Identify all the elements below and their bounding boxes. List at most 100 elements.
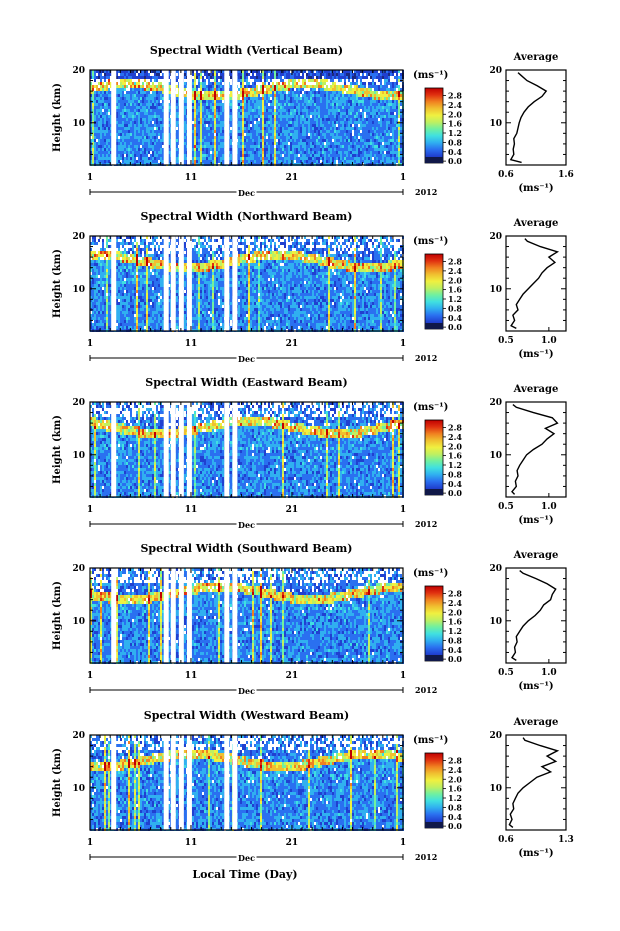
panel-title: Spectral Width (Southward Beam) — [140, 542, 352, 555]
average-title: Average — [513, 52, 559, 63]
y-axis-label: Height (km) — [52, 249, 63, 318]
colorbar-tick-label: 2.0 — [448, 109, 462, 119]
avg-x-tick-label: 0.6 — [498, 170, 514, 180]
data-gap — [232, 568, 238, 663]
avg-y-tick-label: 20 — [489, 564, 502, 574]
data-gap — [111, 735, 117, 830]
plot-frame — [89, 235, 404, 332]
avg-x-axis-label: (ms⁻¹) — [518, 681, 553, 692]
plot-frame — [89, 567, 404, 664]
average-frame — [505, 235, 567, 332]
avg-x-axis-label: (ms⁻¹) — [518, 183, 553, 194]
colorbar-tick-label: 0.4 — [448, 812, 462, 822]
x-tick-label: 11 — [185, 173, 198, 183]
data-gap — [232, 70, 238, 165]
data-gap — [232, 735, 238, 830]
avg-y-tick-label: 10 — [489, 451, 502, 461]
colorbar-tick-label: 0.8 — [448, 802, 462, 812]
data-gap — [186, 70, 192, 165]
colorbar-tick-label: 0.4 — [448, 479, 462, 489]
data-gap — [178, 568, 184, 663]
heatmap — [90, 735, 404, 831]
x-tick-label: 1 — [400, 838, 406, 848]
average-profile-line — [510, 238, 560, 330]
y-tick-label: 10 — [72, 119, 85, 129]
y-tick-label: 10 — [72, 285, 85, 295]
colorbar-tick-label: 1.2 — [448, 294, 462, 304]
data-gap — [111, 70, 117, 165]
y-axis-label: Height (km) — [52, 83, 63, 152]
x-tick-label: 11 — [185, 505, 198, 515]
colorbar-tick-label: 1.6 — [448, 119, 462, 129]
year-label: 2012 — [415, 353, 437, 363]
year-label: 2012 — [415, 519, 437, 529]
avg-y-tick-label: 10 — [489, 617, 502, 627]
average-profile-line — [511, 404, 559, 495]
x-tick-label: 1 — [400, 339, 406, 349]
heatmap — [90, 236, 404, 332]
avg-x-tick-label: 1.6 — [558, 170, 574, 180]
average-frame — [505, 734, 567, 831]
x-tick-label: 1 — [87, 671, 93, 681]
x-tick-label: 21 — [286, 838, 299, 848]
data-gap — [224, 70, 230, 165]
y-tick-label: 20 — [72, 398, 85, 408]
average-title: Average — [513, 550, 559, 561]
heatmap — [90, 70, 404, 166]
month-label-bg — [236, 852, 257, 862]
colorbar-tick-label: 2.0 — [448, 441, 462, 451]
colorbar-tick-label: 2.0 — [448, 774, 462, 784]
data-gap — [170, 568, 176, 663]
x-tick-label: 1 — [87, 505, 93, 515]
colorbar — [424, 87, 444, 164]
month-label-bg — [236, 519, 257, 529]
panel-1: Spectral Width (Vertical Beam) 10 20 Height… — [52, 44, 574, 198]
avg-y-tick-label: 20 — [489, 731, 502, 741]
colorbar-tick-label: 2.0 — [448, 607, 462, 617]
colorbar-units: (ms⁻¹) — [413, 70, 448, 81]
month-label-bg — [236, 353, 257, 363]
colorbar-tick-label: 1.2 — [448, 793, 462, 803]
x-tick-label: 1 — [400, 505, 406, 515]
colorbar-tick-label: 0.8 — [448, 635, 462, 645]
panel-5: Spectral Width (Westward Beam) 10 20 Height… — [52, 709, 574, 863]
year-label: 2012 — [415, 685, 437, 695]
data-gap — [170, 70, 176, 165]
data-gap — [224, 735, 230, 830]
data-gap — [178, 236, 184, 331]
data-gap — [224, 402, 230, 497]
x-axis-label: Local Time (Day) — [192, 868, 297, 881]
avg-y-tick-label: 10 — [489, 784, 502, 794]
y-tick-label: 20 — [72, 232, 85, 242]
avg-y-tick-label: 20 — [489, 398, 502, 408]
avg-x-tick-label: 0.5 — [498, 336, 514, 346]
data-gap — [178, 70, 184, 165]
average-title: Average — [513, 717, 559, 728]
average-profile-line — [508, 737, 560, 828]
data-gap — [186, 735, 192, 830]
x-tick-label: 21 — [286, 339, 299, 349]
average-profile-line — [509, 72, 548, 164]
colorbar-units: (ms⁻¹) — [413, 735, 448, 746]
average-profile-line — [511, 570, 557, 661]
colorbar-low-band — [425, 157, 443, 163]
heatmap — [90, 568, 404, 664]
y-axis-label: Height (km) — [52, 415, 63, 484]
avg-x-axis-label: (ms⁻¹) — [518, 848, 553, 859]
colorbar-tick-label: 2.8 — [448, 257, 462, 267]
y-tick-label: 20 — [72, 564, 85, 574]
colorbar-tick-label: 2.0 — [448, 275, 462, 285]
y-tick-label: 20 — [72, 731, 85, 741]
month-label: Dec — [238, 520, 255, 530]
colorbar — [424, 752, 444, 829]
panel-title: Spectral Width (Eastward Beam) — [145, 376, 347, 389]
colorbar-tick-label: 0.4 — [448, 313, 462, 323]
data-gap — [224, 568, 230, 663]
avg-y-tick-label: 20 — [489, 66, 502, 76]
colorbar-tick-label: 2.4 — [448, 100, 462, 110]
data-gap — [170, 236, 176, 331]
month-label: Dec — [238, 188, 255, 198]
data-gap — [163, 236, 169, 331]
y-tick-label: 10 — [72, 451, 85, 461]
